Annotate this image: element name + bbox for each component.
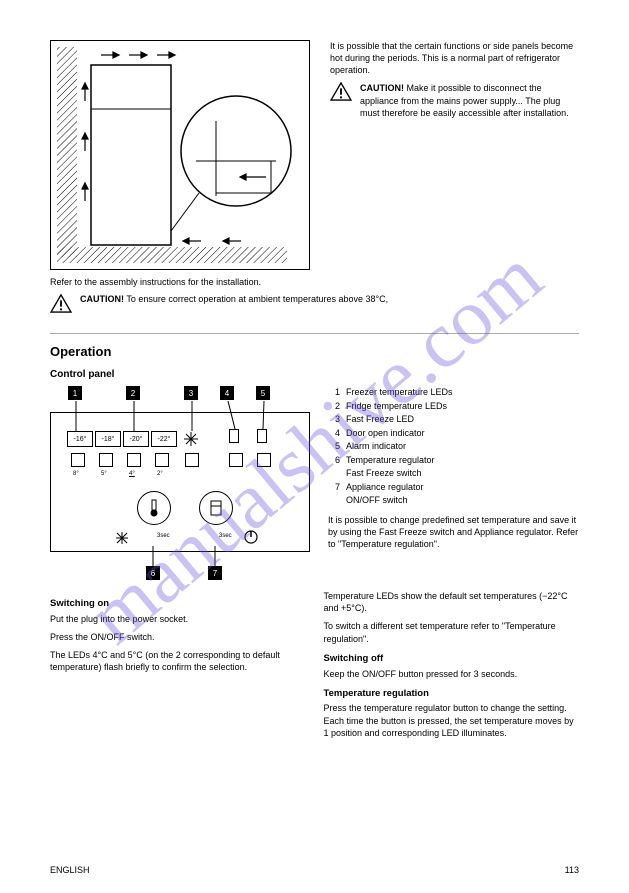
- warning-icon: [330, 82, 352, 101]
- 3sec-1: 3sec: [157, 533, 170, 539]
- led-alarm: [257, 453, 271, 467]
- appliance-regulator-button: [199, 491, 233, 525]
- switching-on-title: Switching on: [50, 598, 306, 611]
- install-text: It is possible that the certain function…: [330, 40, 579, 270]
- switch-off-text: Keep the ON/OFF button pressed for 3 sec…: [324, 668, 580, 680]
- fridge-4: 4°: [129, 471, 135, 477]
- callout-7: 7: [208, 566, 222, 580]
- led-2: [155, 453, 169, 467]
- caution2-label: CAUTION!: [80, 294, 124, 304]
- thermometer-icon: [147, 499, 161, 517]
- panel-legend: 1Freezer temperature LEDs 2Fridge temper…: [328, 386, 579, 586]
- fridge-5: 5°: [101, 471, 107, 477]
- temp--22: -22°: [151, 431, 177, 447]
- temp--16: -16°: [67, 431, 93, 447]
- fridge-icon: [210, 500, 222, 516]
- led-8: [71, 453, 85, 467]
- install-p1: It is possible that the certain function…: [330, 40, 579, 76]
- switch-on-r1: Temperature LEDs show the default set te…: [324, 590, 580, 614]
- temp--18: -18°: [95, 431, 121, 447]
- below-figure-text: Refer to the assembly instructions for t…: [50, 276, 579, 288]
- 3sec-2: 3sec: [219, 533, 232, 539]
- switch-on-step2: Press the ON/OFF switch.: [50, 631, 306, 643]
- alarm-icon: [257, 429, 267, 443]
- warning-icon: [50, 294, 72, 313]
- footer-page: 113: [565, 865, 579, 875]
- switch-on-step1: Put the plug into the power socket.: [50, 613, 306, 625]
- divider: [50, 333, 579, 334]
- led-door: [229, 453, 243, 467]
- figure-control-panel: 1 2 3 4 5 -16° -18° -20° -22°: [50, 386, 310, 586]
- snowflake-icon-small: [115, 531, 129, 545]
- led-ff: [185, 453, 199, 467]
- section-operation: Operation: [50, 344, 579, 359]
- switch-on-note: The LEDs 4°C and 5°C (on the 2 correspon…: [50, 649, 306, 673]
- temp-regulator-button: [137, 491, 171, 525]
- snowflake-icon: [183, 431, 199, 447]
- temp-reg-title: Temperature regulation: [324, 688, 580, 701]
- caution2-text: To ensure correct operation at ambient t…: [126, 294, 388, 304]
- caution-label: CAUTION!: [360, 83, 404, 93]
- temp--20: -20°: [123, 431, 149, 447]
- fridge-8: 8°: [73, 471, 79, 477]
- led-5: [99, 453, 113, 467]
- switching-off-title: Switching off: [324, 653, 580, 666]
- side-note: It is possible to change predefined set …: [328, 514, 579, 550]
- figure-airflow: [50, 40, 310, 270]
- callout-6: 6: [146, 566, 160, 580]
- footer-lang: ENGLISH: [50, 865, 90, 875]
- power-icon: [243, 529, 259, 545]
- panel-title: Control panel: [50, 369, 579, 380]
- page-content: It is possible that the certain function…: [0, 0, 629, 775]
- led-4: [127, 453, 141, 467]
- switch-on-r2: To switch a different set temperature re…: [324, 620, 580, 644]
- page-footer: ENGLISH 113: [0, 865, 629, 875]
- door-icon: [229, 429, 239, 443]
- fridge-2: 2°: [157, 471, 163, 477]
- temp-reg-text: Press the temperature regulator button t…: [324, 702, 580, 738]
